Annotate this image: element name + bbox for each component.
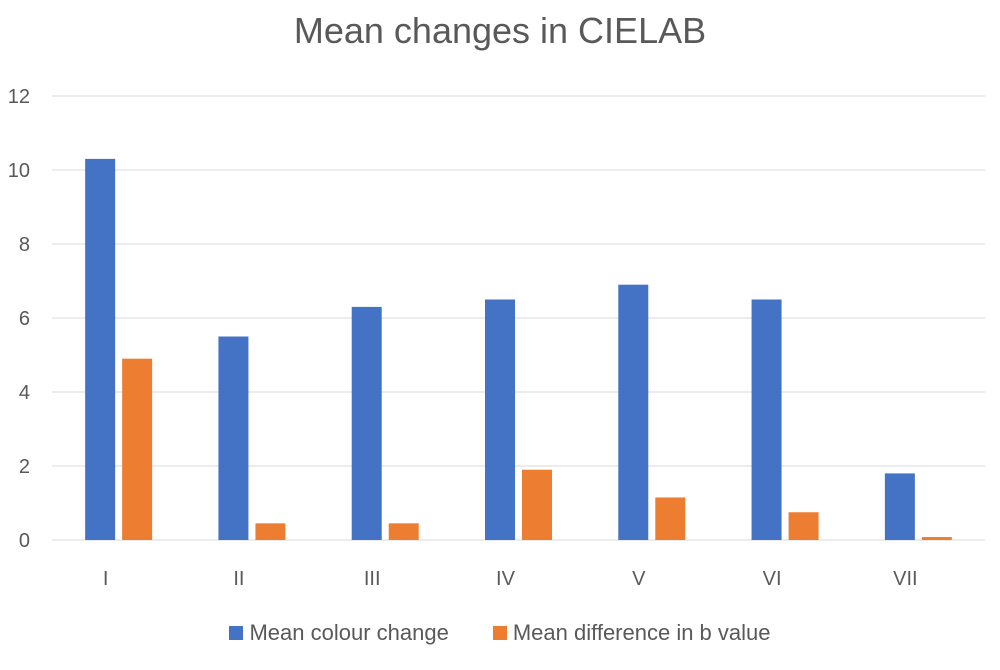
bar-b-value-VII: [921, 537, 952, 540]
x-tick-label: VII: [893, 568, 917, 590]
bar-colour-change-IV: [485, 299, 515, 540]
bar-b-value-V: [655, 497, 686, 540]
x-tick-label: I: [103, 568, 109, 590]
bar-b-value-VI: [788, 512, 819, 540]
legend-swatch-colour-change: [229, 626, 244, 640]
y-tick-label: 12: [8, 86, 30, 108]
x-tick-label: III: [364, 568, 381, 590]
chart-title: Mean changes in CIELAB: [293, 10, 707, 51]
bar-colour-change-VI: [751, 299, 782, 540]
legend-label-b-value: Mean difference in b value: [512, 620, 771, 645]
legend-swatch-b-value: [492, 626, 507, 640]
y-tick-label: 10: [8, 160, 30, 182]
bar-b-value-III: [388, 523, 419, 540]
x-tick-label: II: [233, 568, 244, 590]
x-tick-label: VI: [763, 568, 782, 590]
legend: Mean colour change Mean difference in b …: [0, 620, 1000, 646]
x-tick-label: V: [632, 568, 646, 590]
y-tick-label: 2: [19, 456, 30, 478]
bar-colour-change-II: [218, 336, 249, 540]
bar-colour-change-III: [351, 306, 382, 540]
bar-colour-change-V: [618, 284, 649, 540]
bar-colour-change-I: [85, 158, 116, 540]
bar-b-value-I: [122, 358, 153, 540]
y-tick-label: 8: [19, 234, 30, 256]
y-tick-label: 4: [19, 382, 30, 404]
bar-colour-change-VII: [884, 473, 915, 540]
bar-b-value-II: [255, 523, 286, 540]
bar-b-value-IV: [522, 469, 552, 540]
x-tick-label: IV: [496, 568, 516, 590]
y-tick-label: 0: [19, 530, 30, 552]
y-tick-label: 6: [19, 308, 30, 330]
legend-item-colour-change: Mean colour change: [229, 620, 449, 646]
legend-label-colour-change: Mean colour change: [249, 620, 449, 645]
legend-item-b-value: Mean difference in b value: [492, 620, 771, 646]
